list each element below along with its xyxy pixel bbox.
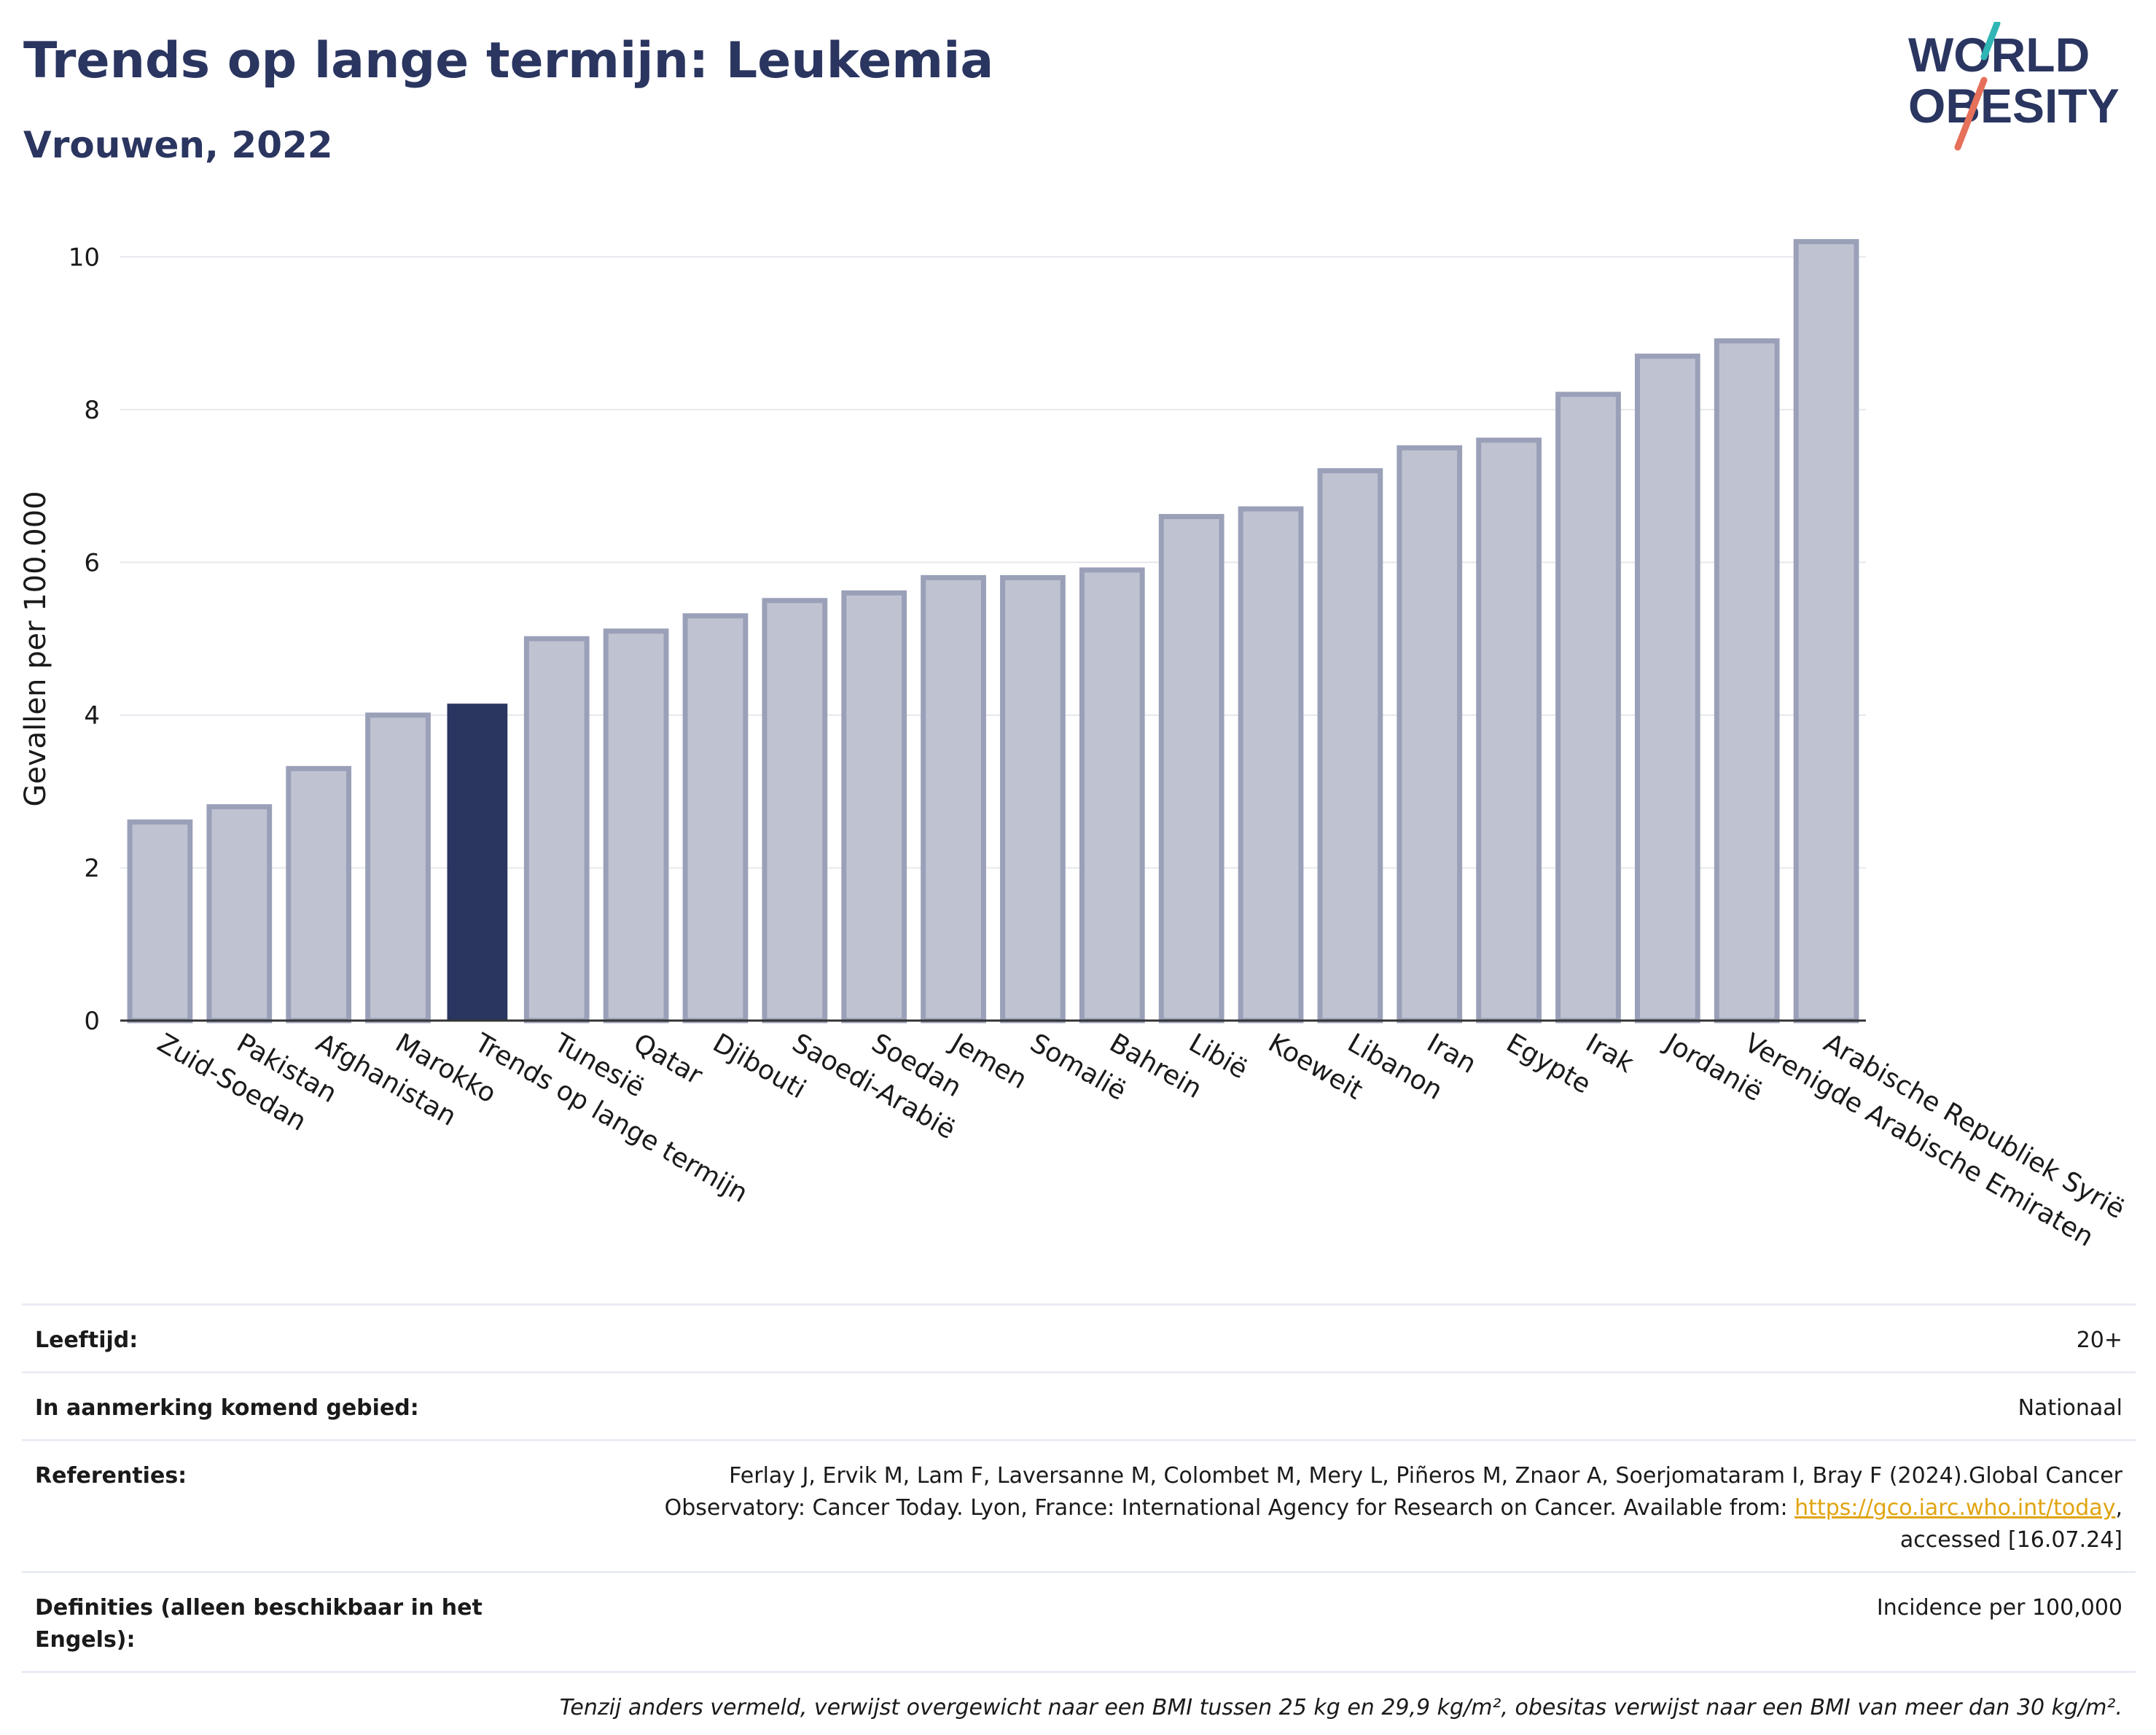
bmi-note: Tenzij anders vermeld, verwijst overgewi… bbox=[559, 1695, 2122, 1720]
bar-layer bbox=[127, 238, 1859, 1024]
bar-pakistan[interactable] bbox=[206, 804, 273, 1024]
bar-zuid-soedan[interactable] bbox=[127, 819, 193, 1024]
area-label: In aanmerking komend gebied: bbox=[35, 1395, 419, 1421]
references-line1: Ferlay J, Ervik M, Lam F, Laversanne M, … bbox=[729, 1463, 2122, 1489]
logo-slash-bottom bbox=[1954, 77, 1988, 151]
world-obesity-logo: WORLD OBESITY bbox=[1908, 22, 2120, 151]
definitions-value: Incidence per 100,000 bbox=[1876, 1595, 2122, 1621]
bar-libanon[interactable] bbox=[1317, 468, 1383, 1024]
page-title: Trends op lange termijn: Leukemia bbox=[23, 32, 994, 90]
info-row-note: Tenzij anders vermeld, verwijst overgewi… bbox=[22, 1671, 2136, 1735]
age-label: Leeftijd: bbox=[35, 1327, 138, 1353]
bar-qatar[interactable] bbox=[603, 628, 669, 1024]
bar-tunesi-[interactable] bbox=[523, 636, 590, 1024]
references-label: Referenties: bbox=[35, 1463, 187, 1489]
info-row-area: In aanmerking komend gebied: Nationaal bbox=[22, 1371, 2136, 1439]
y-tick-label: 2 bbox=[84, 854, 100, 883]
references-link[interactable]: https://gco.iarc.who.int/today bbox=[1794, 1495, 2116, 1521]
y-tick-label: 8 bbox=[84, 396, 100, 425]
logo-text-obesity: OBESITY bbox=[1908, 79, 2120, 133]
definitions-label: Definities (alleen beschikbaar in het En… bbox=[35, 1595, 483, 1653]
age-value: 20+ bbox=[2076, 1327, 2122, 1353]
bar-iran[interactable] bbox=[1397, 445, 1463, 1024]
bar-marokko[interactable] bbox=[365, 712, 431, 1024]
references-line2: Observatory: Cancer Today. Lyon, France:… bbox=[664, 1495, 1795, 1521]
page-subtitle: Vrouwen, 2022 bbox=[23, 124, 333, 166]
info-row-references: Referenties: Ferlay J, Ervik M, Lam F, L… bbox=[22, 1439, 2136, 1571]
y-tick-label: 6 bbox=[84, 548, 100, 577]
bar-libi-[interactable] bbox=[1158, 514, 1225, 1024]
bar-jemen[interactable] bbox=[921, 574, 986, 1024]
bar-afghanistan[interactable] bbox=[286, 765, 352, 1024]
bar-trends-op-lange-termijn[interactable] bbox=[447, 703, 508, 1021]
bar-verenigde-arabische-emiraten[interactable] bbox=[1714, 338, 1780, 1024]
bar-arabische-republiek-syri-[interactable] bbox=[1793, 238, 1859, 1024]
bar-jordani-[interactable] bbox=[1634, 354, 1700, 1024]
bar-saoedi-arabi-[interactable] bbox=[762, 598, 828, 1024]
references-value: Ferlay J, Ervik M, Lam F, Laversanne M, … bbox=[665, 1460, 2122, 1556]
logo-text-world: WORLD bbox=[1908, 28, 2090, 82]
bar-irak[interactable] bbox=[1555, 391, 1621, 1024]
references-line3: accessed [16.07.24] bbox=[1899, 1527, 2122, 1553]
bar-bahrein[interactable] bbox=[1079, 567, 1145, 1024]
y-tick-label: 10 bbox=[69, 243, 100, 272]
y-axis-title: Gevallen per 100.000 bbox=[19, 491, 52, 806]
info-row-definitions: Definities (alleen beschikbaar in het En… bbox=[22, 1571, 2136, 1671]
bar-somali-[interactable] bbox=[1000, 574, 1066, 1024]
y-tick-label: 4 bbox=[84, 701, 100, 730]
bar-djibouti[interactable] bbox=[682, 613, 749, 1024]
x-tick-label: Egypte bbox=[1501, 1028, 1596, 1100]
logo-slash-top bbox=[1980, 22, 2001, 61]
references-line2-end: , bbox=[2115, 1495, 2122, 1521]
bar-soedan[interactable] bbox=[841, 590, 907, 1024]
bar-egypte[interactable] bbox=[1476, 437, 1542, 1024]
x-tick-label: Verenigde Arabische Emiraten bbox=[1739, 1028, 2098, 1252]
bar-koeweit[interactable] bbox=[1238, 506, 1304, 1024]
info-row-age: Leeftijd: 20+ bbox=[22, 1303, 2136, 1371]
info-table: Leeftijd: 20+ In aanmerking komend gebie… bbox=[22, 1303, 2136, 1735]
bar-chart: 0246810Zuid-SoedanPakistanAfghanistanMar… bbox=[19, 238, 2130, 1252]
y-tick-label: 0 bbox=[84, 1007, 100, 1036]
area-value: Nationaal bbox=[2018, 1395, 2122, 1421]
